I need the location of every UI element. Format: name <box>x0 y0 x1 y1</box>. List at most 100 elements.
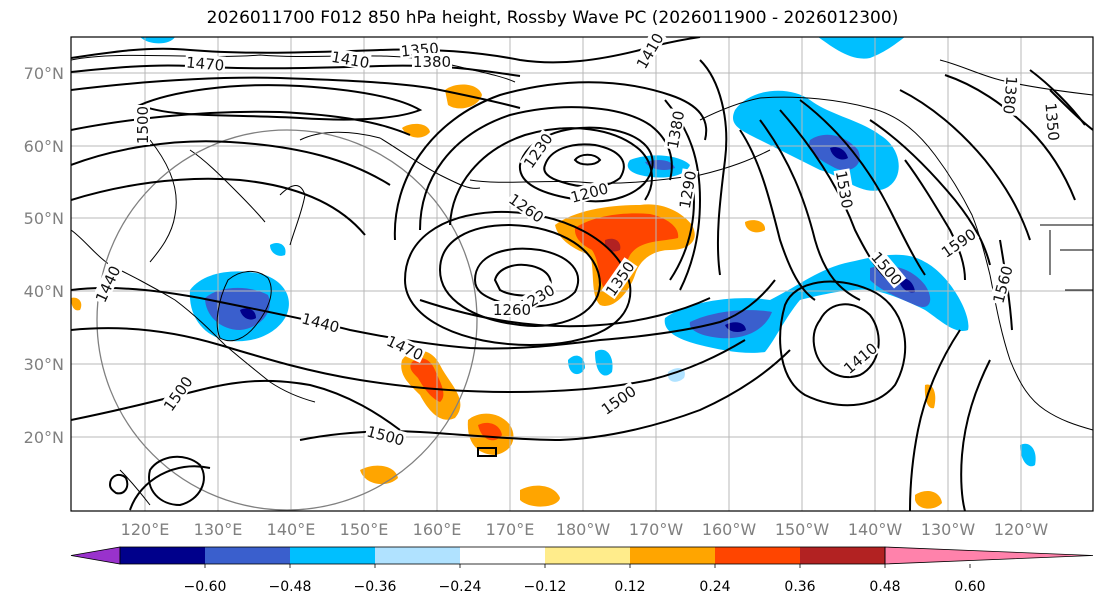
contour-label-bg <box>868 247 907 289</box>
contour-label: 1350 <box>1041 102 1062 142</box>
height-contours <box>71 37 1093 511</box>
contour-label: 1380 <box>999 75 1020 115</box>
contour-label: 1500 <box>134 106 152 144</box>
colorbar-tick-label: −0.36 <box>354 579 397 595</box>
latitude-label: 30°N <box>24 355 64 374</box>
gridlines <box>71 37 1093 511</box>
reference-circle <box>96 129 478 511</box>
contour-label-bg <box>675 168 699 211</box>
negative-anomaly-patch <box>240 308 256 320</box>
longitude-label: 150°W <box>775 520 830 539</box>
contour-label-bg <box>134 105 150 145</box>
negative-anomaly-patch <box>270 243 286 256</box>
colorbar-tick-label: 0.36 <box>784 579 815 595</box>
colorbar-segment <box>460 547 545 564</box>
contour-label: 1260 <box>493 301 531 319</box>
contour-label-bg <box>567 179 611 206</box>
positive-anomaly-patch <box>574 213 679 290</box>
contour-label-bg <box>412 53 452 69</box>
contour-label-bg <box>839 338 881 377</box>
contour-label-bg <box>184 53 226 73</box>
negative-anomaly-patch <box>1020 443 1036 467</box>
positive-anomaly-patch <box>520 485 560 507</box>
positive-anomaly-patch <box>360 465 398 485</box>
contour-label-bg <box>663 108 687 151</box>
contour-label-bg <box>383 331 427 363</box>
longitude-label: 140°E <box>267 520 316 539</box>
contour-label-bg <box>329 47 372 71</box>
longitude-label: 170°W <box>629 520 684 539</box>
colorbar-tick-label: −0.60 <box>184 579 227 595</box>
contour-label-bg <box>364 422 408 449</box>
longitude-label: 130°W <box>921 520 976 539</box>
negative-anomaly-patch <box>830 147 848 160</box>
latitude-label: 20°N <box>24 428 64 447</box>
positive-anomaly-patch <box>71 297 82 311</box>
contour-label-bg <box>505 189 548 226</box>
map-title: 2026011700 F012 850 hPa height, Rossby W… <box>206 8 899 28</box>
colorbar-tick-label: −0.12 <box>524 579 567 595</box>
colorbar-tick-label: −0.48 <box>269 579 312 595</box>
contour-label-bg <box>632 29 667 72</box>
contour-label-bg <box>989 262 1016 306</box>
colorbar-frame <box>119 546 886 565</box>
latitude-label: 50°N <box>24 209 64 228</box>
colorbar-segment <box>290 547 375 564</box>
colorbar: −0.60 −0.48 −0.36 −0.24 −0.12 0.12 0.24 0.36 0.4… <box>70 546 1094 595</box>
contour-label: 1470 <box>185 53 225 74</box>
positive-anomaly-patch <box>410 358 444 402</box>
plot-frame <box>70 36 1094 512</box>
contour-label-bg <box>519 129 556 172</box>
colorbar-arrow-right <box>884 546 1094 565</box>
contour-label-bg <box>91 262 123 306</box>
colorbar-segment <box>120 547 205 564</box>
contour-label-bg <box>833 168 857 211</box>
colorbar-tick-label: −0.24 <box>439 579 482 595</box>
negative-anomaly-patch <box>725 322 746 333</box>
colorbar-segment <box>715 547 800 564</box>
contour-label: 1380 <box>413 53 451 71</box>
longitude-label: 150°E <box>340 520 389 539</box>
contour-label-bg <box>601 257 638 300</box>
longitude-label: 140°W <box>848 520 903 539</box>
longitude-label: 120°E <box>121 520 170 539</box>
negative-anomaly-patch <box>568 355 585 375</box>
negative-anomaly-patch <box>818 37 905 59</box>
latitude-label: 40°N <box>24 282 64 301</box>
contour-label-bg <box>597 381 640 418</box>
colorbar-segment <box>800 547 885 564</box>
longitude-label: 130°E <box>194 520 243 539</box>
negative-anomaly-patch <box>595 349 613 376</box>
colorbar-segment <box>205 547 290 564</box>
positive-anomaly-patch <box>745 220 766 233</box>
negative-anomaly-patch <box>140 37 175 44</box>
colorbar-tick-label: 0.60 <box>954 579 985 595</box>
colorbar-tick-label: 0.48 <box>869 579 900 595</box>
longitude-label: 160°E <box>413 520 462 539</box>
contour-label-bg <box>159 372 196 415</box>
longitude-label: 180°W <box>556 520 611 539</box>
contour-label-bg <box>937 224 980 261</box>
longitude-label: 170°E <box>486 520 535 539</box>
colorbar-segment <box>545 547 630 564</box>
latitude-labels: 70°N 60°N 50°N 40°N 30°N 20°N <box>24 64 64 447</box>
anomaly-shading <box>71 37 1036 509</box>
contour-label-bg <box>492 301 532 317</box>
longitude-labels: 120°E 130°E 140°E 150°E 160°E 170°E 180°W 170°W… <box>121 520 1049 539</box>
coastlines <box>71 54 1093 506</box>
colorbar-tick-label: 0.12 <box>614 579 645 595</box>
longitude-label: 120°W <box>994 520 1049 539</box>
latitude-label: 70°N <box>24 64 64 83</box>
colorbar-segment <box>375 547 460 564</box>
positive-anomaly-patch <box>445 84 482 109</box>
colorbar-arrow-left <box>70 546 121 565</box>
contour-label-bg <box>1001 74 1021 116</box>
positive-anomaly-patch <box>915 491 942 509</box>
longitude-label: 160°W <box>702 520 757 539</box>
contour-label-bg <box>299 309 343 336</box>
colorbar-tick-label: 0.24 <box>699 579 730 595</box>
contour-label-bg <box>1043 101 1063 143</box>
positive-anomaly-patch <box>924 384 936 409</box>
latitude-label: 60°N <box>24 137 64 156</box>
